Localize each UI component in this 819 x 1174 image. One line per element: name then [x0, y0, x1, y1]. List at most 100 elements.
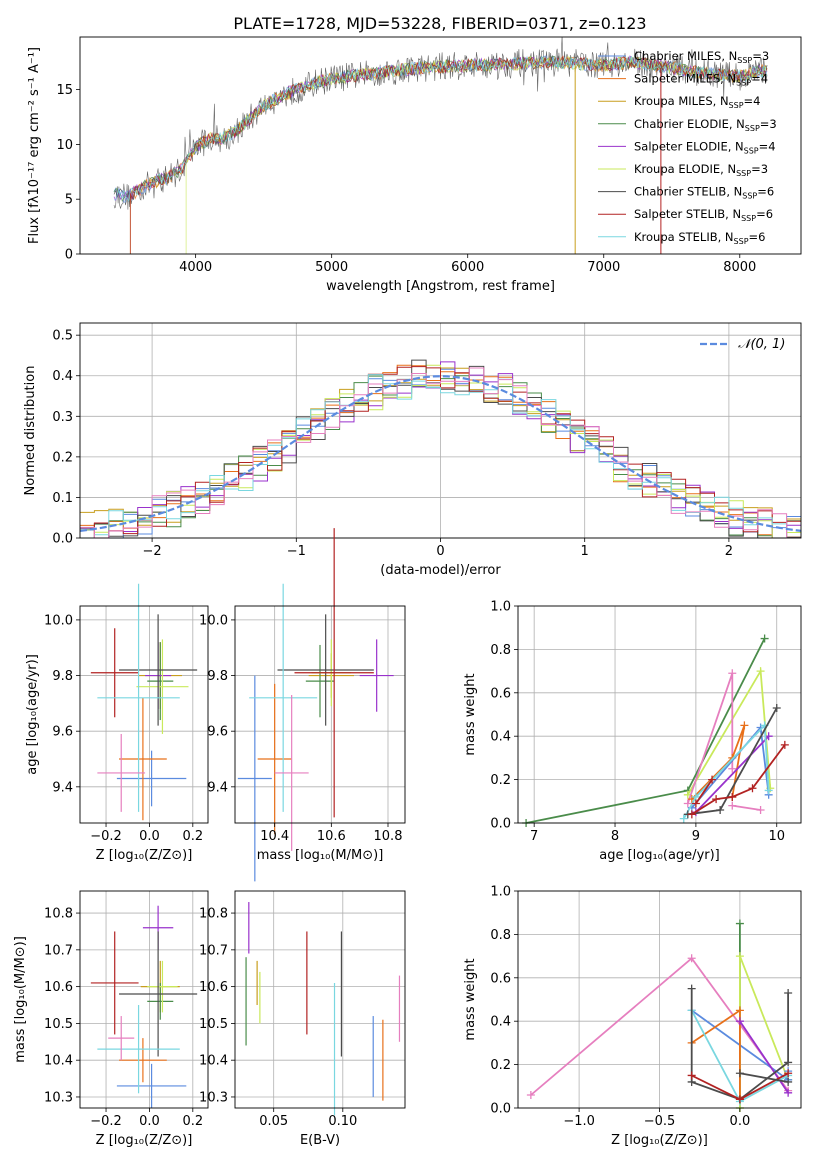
errorbar-point — [257, 683, 292, 835]
data-marks — [79, 359, 802, 539]
y-tick-label: 9.6 — [52, 725, 73, 740]
weight-marker — [740, 721, 749, 730]
errorbar-point — [90, 931, 139, 1035]
weight-marker — [687, 1071, 696, 1080]
errorbar-point — [305, 644, 335, 718]
legend-entry-label: Salpeter ELODIE, N — [634, 139, 744, 153]
errorbar-point — [147, 642, 174, 721]
x-tick-label: 0.2 — [182, 829, 203, 844]
errorbar-point — [116, 1063, 187, 1108]
y-tick-label: 1.0 — [490, 600, 511, 615]
y-tick-label: 10.5 — [199, 1017, 228, 1032]
y-tick-label: 5 — [65, 193, 73, 208]
y-tick-label: 10.0 — [44, 613, 73, 628]
y-tick-label: 0.0 — [490, 1102, 511, 1117]
weight-line — [695, 779, 713, 805]
z-mass-panel: −0.2 0.0 0.2 10.3 10.4 10.5 10.6 10.7 10.8 Z [log… — [13, 890, 209, 1148]
data-marks — [90, 583, 198, 821]
errorbar-point — [119, 1038, 167, 1083]
residuals-panel: −2 −1 0 1 2 0.0 0.1 0.2 0.3 0.4 0.5 (data-model)/er… — [23, 322, 802, 578]
data-marks — [526, 919, 793, 1112]
y-tick-label: 10.8 — [44, 907, 73, 922]
y-tick-label: 10.4 — [199, 1054, 228, 1069]
y-tick-label: 9.4 — [52, 780, 73, 795]
weight-line — [683, 723, 770, 820]
legend-entry-subscript: SSP — [742, 192, 757, 201]
axes-frame — [79, 322, 802, 539]
x-tick-label: 8000 — [723, 260, 756, 275]
y-tick-label: 0.4 — [490, 730, 511, 745]
weight-line — [732, 804, 761, 811]
y-tick-label: 0.4 — [52, 369, 73, 384]
weight-marker — [687, 810, 696, 819]
weight-marker — [728, 792, 737, 801]
legend-entry-label: Kroupa ELODIE, N — [634, 162, 736, 176]
y-axis-label: Flux [fλ10⁻¹⁷ erg cm⁻² s⁻¹ A⁻¹] — [27, 47, 42, 244]
y-tick-label: 0.8 — [490, 928, 511, 943]
weight-marker — [708, 775, 717, 784]
weight-marker — [756, 805, 765, 814]
weight-marker — [748, 784, 757, 793]
legend-entry: Salpeter MILES, NSSP=4 — [634, 72, 768, 88]
weight-marker — [716, 805, 725, 814]
weight-marker — [784, 988, 793, 997]
weight-marker — [784, 1077, 793, 1086]
y-tick-label: 0.2 — [490, 1058, 511, 1073]
legend-entry-subscript: SSP — [745, 124, 760, 133]
data-marks — [522, 634, 789, 827]
weight-marker — [728, 801, 737, 810]
errorbar-point — [108, 1016, 135, 1061]
x-tick-label: −1 — [287, 544, 306, 559]
normal-distribution-curve — [79, 375, 802, 532]
x-axis-label: (data-model)/error — [380, 563, 501, 578]
errorbar-point — [116, 750, 187, 807]
residual-histogram — [80, 374, 801, 539]
residual-histogram — [80, 366, 801, 539]
x-tick-label: −0.2 — [90, 829, 122, 844]
legend-entry: Chabrier STELIB, NSSP=6 — [634, 185, 774, 201]
y-axis-label: Normed distribution — [23, 366, 38, 496]
x-tick-label: 0.05 — [259, 1114, 288, 1129]
errorbar-point — [274, 695, 309, 851]
weight-marker — [735, 1069, 744, 1078]
y-tick-label: 10.6 — [199, 980, 228, 995]
y-tick-label: 1.0 — [490, 885, 511, 900]
x-tick-label: 2 — [725, 544, 733, 559]
x-tick-label: 0.0 — [730, 1114, 751, 1129]
x-tick-label: 10.8 — [374, 829, 403, 844]
legend-entry-subscript: SSP — [736, 169, 751, 178]
weight-marker — [687, 954, 696, 963]
legend-entry-value: =6 — [749, 230, 766, 244]
x-axis-label: Z [log₁₀(Z/Z⊙)] — [611, 1133, 708, 1148]
legend-entry-value: =3 — [752, 49, 769, 63]
x-tick-label: 0.2 — [182, 1114, 203, 1129]
weight-marker — [728, 764, 737, 773]
x-tick-label: −0.2 — [90, 1114, 122, 1129]
y-tick-label: 15 — [56, 83, 73, 98]
legend-entry: Kroupa ELODIE, NSSP=3 — [634, 162, 768, 178]
legend-entry-label: Salpeter STELIB, N — [634, 207, 741, 221]
errorbar-point — [97, 1005, 180, 1094]
y-tick-label: 10.8 — [199, 907, 228, 922]
errorbar-point — [249, 583, 318, 812]
y-tick-label: 0.6 — [490, 686, 511, 701]
weight-marker — [735, 1006, 744, 1015]
x-axis-label: Z [log₁₀(Z/Z⊙)] — [96, 1133, 193, 1148]
age-weight-panel: 7 8 9 10 0.0 0.2 0.4 0.6 0.8 1.0 age [log₁₀(age/yr… — [463, 600, 802, 863]
weight-marker — [687, 984, 696, 993]
weight-marker — [679, 814, 688, 823]
spectrum-title: PLATE=1728, MJD=53228, FIBERID=0371, z=0… — [233, 14, 646, 33]
legend-entry: 𝒩(0, 1) — [738, 337, 785, 352]
y-tick-label: 9.8 — [207, 669, 228, 684]
y-axis-label: mass [log₁₀(M/M⊙)] — [13, 936, 28, 1063]
legend-entry: Chabrier ELODIE, NSSP=3 — [634, 117, 777, 133]
weight-marker — [712, 795, 721, 804]
weight-line — [695, 735, 770, 813]
y-tick-label: 10.3 — [44, 1090, 73, 1105]
y-axis-label: mass weight — [463, 673, 478, 755]
x-axis-label: E(B-V) — [300, 1133, 340, 1148]
model-spectrum-line — [129, 55, 768, 254]
legend-entry-label: Kroupa STELIB, N — [634, 230, 734, 244]
weight-marker — [784, 1058, 793, 1067]
